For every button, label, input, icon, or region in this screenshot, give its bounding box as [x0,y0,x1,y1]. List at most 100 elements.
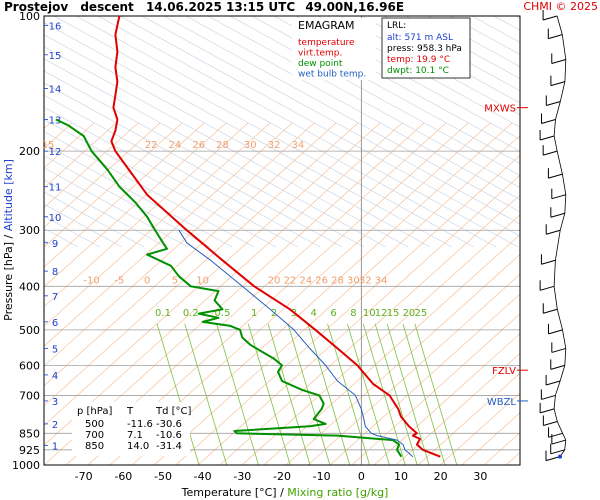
dry-adiabat [44,122,359,407]
wind-barb-staff [543,421,558,426]
mixing-ratio-label: 8 [350,308,356,319]
summary-table-cell: -11.6 [127,419,153,430]
dry-adiabat [263,234,520,465]
y-tick-label: 700 [19,389,40,402]
wind-profile-line [553,15,567,457]
mixing-ratio-line [307,323,351,465]
sounding-datetime: 14.06.2025 13:15 UTC [145,0,296,14]
y-tick-label: 100 [19,10,40,23]
profile-series [55,16,441,458]
km-tick-label: 6 [52,318,58,329]
mixing-ratio-label: 0.2 [183,308,199,319]
moist-adiabat [538,16,600,247]
theta-label: 26 [192,140,205,151]
mixing-ratio-label: 15 [387,308,400,319]
moist-adiabat [427,16,520,67]
km-tick-label: 5 [52,344,58,355]
km-tick-label: 1 [52,442,58,453]
theta-label: 5 [172,275,178,286]
moist-adiabat [44,22,453,248]
wind-barb-staff [545,380,561,386]
km-tick-label: 11 [49,183,62,194]
summary-table-header: p [hPa] [77,406,112,417]
dry-adiabat [351,313,520,465]
mixing-ratio-line [184,323,228,465]
chart-header: Prostejov descent 14.06.2025 13:15 UTC 4… [4,0,404,14]
moist-adiabat [97,16,519,248]
summary-table-cell: 14.0 [127,441,149,452]
moist-adiabat [449,16,520,55]
moist-adiabat [207,16,520,188]
dry-adiabat [175,154,520,465]
moist-adiabat [75,16,497,248]
wind-barb-staff [545,456,561,462]
moist-adiabat [119,16,520,237]
y-tick-label: 300 [19,224,40,237]
moist-adiabat [44,179,167,248]
dry-adiabat [483,432,520,465]
wind-barb-staff [551,194,566,200]
x-tick-label: -40 [194,470,212,483]
km-tick-label: 7 [52,292,58,303]
mixing-ratio-line [374,323,418,465]
x-tick-label: -50 [154,470,172,483]
wind-barb-staff [551,439,566,445]
credit-label: CHMI © 2025 [523,0,598,13]
wind-barb-staff [548,432,563,438]
mixing-ratio-label: 0.1 [155,308,171,319]
moist-adiabat [44,34,431,248]
mixing-ratio-label: 20 [403,308,416,319]
wind-barb-staff [550,449,565,455]
dry-adiabat [131,122,513,465]
moist-adiabat [582,16,600,247]
x-axis-title-sep: / [280,486,287,499]
lrl-line: alt: 571 m ASL [387,33,453,43]
km-tick-label: 8 [52,267,58,278]
theta-label: 30 [347,275,360,286]
x-tick-label: 30 [473,470,487,483]
km-tick-label: 10 [49,213,62,224]
moist-adiabat [44,106,299,248]
moist-adiabat [44,70,365,248]
summary-table-header: Td [°C] [155,406,192,417]
x-tick-label: 20 [434,470,448,483]
level-marker-label: MXWS [484,104,516,115]
y-axis-title-altitude: Altitude [km] [2,159,15,231]
mixing-ratio-label: 12 [375,308,388,319]
dry-adiabat [219,194,520,465]
mixing-ratio-line [386,323,430,465]
wind-barb-staff [543,150,558,156]
moist-adiabat [44,82,343,248]
dry-adiabat [44,122,271,327]
theta-label: 20 [268,275,281,286]
dry-adiabat [417,372,520,465]
summary-table-box [72,402,190,456]
y-tick-label: 1000 [12,459,40,472]
moist-adiabat [44,94,321,248]
dry-adiabat [44,122,381,426]
moist-adiabat [141,16,520,225]
theta-label: 34 [291,140,304,151]
mixing-ratio-label: 10 [363,308,376,319]
lrl-box [381,17,471,79]
dry-adiabat [461,412,520,465]
mixing-ratio-line [287,323,331,465]
lrl-line: dwpt: 10.1 °C [387,66,449,76]
wind-barb-staff [542,15,558,21]
mixing-ratio-line [156,323,200,465]
mixing-ratio-line [216,323,259,465]
mixing-ratio-line [267,323,311,465]
x-tick-label: 0 [358,470,365,483]
theta-label: 10 [196,275,209,286]
wind-barb-staff [539,135,555,141]
x-axis-title-mixing: Mixing ratio [g/kg] [287,486,388,499]
mixing-ratio-line [347,323,390,465]
dry-adiabat [373,333,520,465]
plot-frame [43,15,521,466]
dry-adiabat [241,214,520,465]
wind-barb-staff [541,118,556,124]
dry-adiabat [44,122,337,387]
theta-label: 34 [375,275,388,286]
moist-adiabat [405,16,520,80]
dry-adiabat [572,123,600,465]
